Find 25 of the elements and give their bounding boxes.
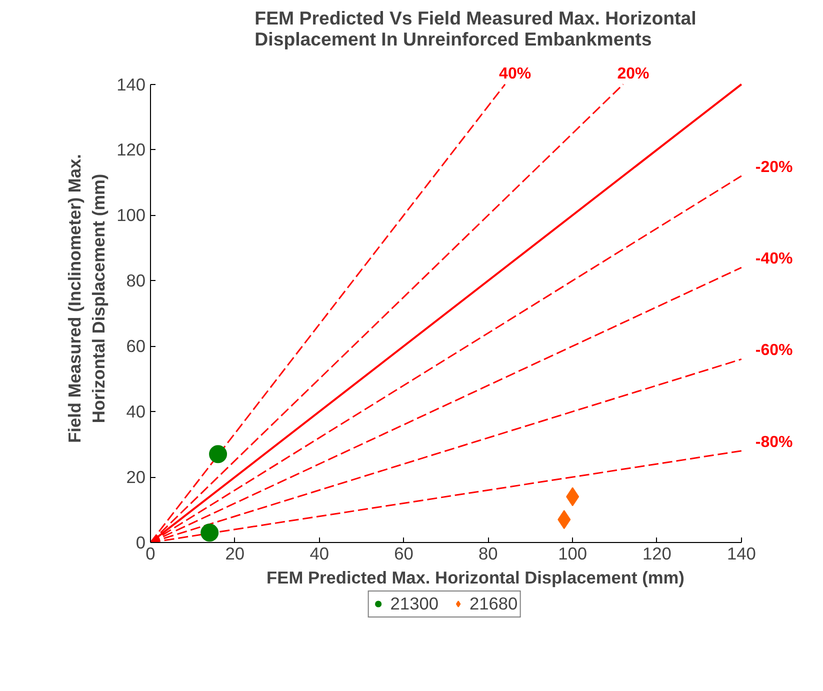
series-label: -60% [755, 342, 793, 360]
y-axis-title: Field Measured (Inclinometer) Max. Horizontal Displacement (mm) [64, 154, 109, 443]
x-tick-label: 40 [310, 544, 329, 564]
chart-title: FEM Predicted Vs Field Measured Max. Horizontal Displacement In Unreinforced Embankments [254, 8, 696, 50]
y-tick-label: 60 [126, 336, 146, 356]
x-tick-label: 60 [394, 544, 414, 564]
series-label: -40% [755, 250, 793, 268]
y-tick-label: 40 [126, 402, 146, 422]
x-tick-label: 120 [642, 544, 672, 564]
x-tick-label: 80 [478, 544, 498, 564]
y-tick-label: 20 [126, 467, 146, 488]
x-tick-label: 100 [558, 544, 588, 564]
legend-label: 21680 [469, 593, 518, 614]
x-tick-label: 20 [225, 544, 245, 564]
y-tick-label: 140 [116, 74, 146, 94]
series-label: 20% [617, 65, 650, 82]
series-label: -20% [755, 158, 793, 176]
y-tick-label: 100 [116, 205, 146, 226]
y-tick-label: 120 [116, 140, 146, 160]
series-label: -80% [755, 434, 793, 451]
x-axis-title: FEM Predicted Max. Horizontal Displacement (mm) [266, 568, 684, 588]
legend-label: 21300 [390, 593, 438, 614]
x-tick-label: 140 [726, 544, 756, 564]
y-tick-label: 80 [126, 270, 146, 291]
series-label: 40% [499, 65, 532, 82]
